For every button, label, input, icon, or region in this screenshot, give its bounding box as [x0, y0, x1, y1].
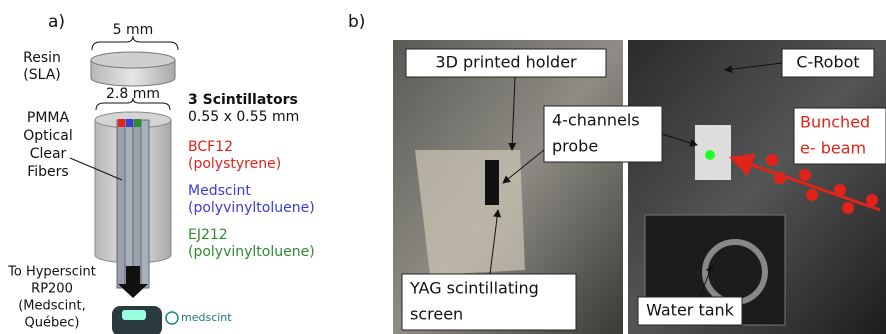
- scint-title: 3 Scintillators: [188, 92, 298, 108]
- resin-label: Resin: [23, 50, 61, 66]
- bunch: [834, 184, 846, 196]
- fiber-label: PMMA: [27, 110, 70, 126]
- scintillator-tip: [126, 119, 133, 127]
- callout-text: Bunched: [800, 113, 870, 132]
- readout-label: To Hyperscint: [7, 265, 96, 280]
- bunch: [766, 154, 778, 166]
- bunch: [799, 169, 811, 181]
- holder-shape: [415, 150, 525, 275]
- figure: a) 5 mm Resin (SLA) 2.8 mm medscint 3 Sc…: [0, 0, 886, 334]
- fiber: [117, 120, 125, 288]
- probe-shape: [485, 160, 499, 205]
- logo-icon: [166, 312, 178, 324]
- callout-text: e- beam: [800, 139, 866, 158]
- bunch: [806, 189, 818, 201]
- callout-text: Water tank: [646, 301, 735, 320]
- bunch: [774, 172, 786, 184]
- fiber-label: Optical: [23, 128, 72, 144]
- scint-material: (polyvinyltoluene): [188, 200, 315, 216]
- callout-text: C-Robot: [796, 53, 859, 72]
- scintillator-tip: [118, 119, 125, 127]
- fiber-label: Clear: [30, 146, 67, 162]
- glow: [705, 150, 715, 160]
- scint-material: (polystyrene): [188, 156, 281, 172]
- readout-label: Québec): [25, 316, 80, 331]
- callout-text: probe: [552, 137, 598, 156]
- fiber: [141, 120, 149, 288]
- scint-material: (polyvinyltoluene): [188, 244, 315, 260]
- fiber-label: Fibers: [27, 164, 68, 180]
- fibers: [117, 120, 149, 288]
- logo: medscint: [181, 311, 232, 324]
- resin-label: (SLA): [23, 67, 61, 83]
- resin-top: [91, 52, 175, 68]
- callout-text: 3D printed holder: [435, 53, 577, 72]
- readout-label: (Medscint,: [18, 299, 86, 314]
- page: a) 5 mm Resin (SLA) 2.8 mm medscint 3 Sc…: [0, 0, 886, 334]
- scint-name: Medscint: [188, 183, 251, 199]
- panel-label: b): [348, 12, 365, 32]
- scintillator-tip: [134, 119, 141, 127]
- scint-size: 0.55 x 0.55 mm: [188, 109, 299, 125]
- scint-name: BCF12: [188, 139, 233, 155]
- device-screen: [122, 310, 146, 320]
- callout-text: screen: [410, 305, 463, 324]
- dimension: 5 mm: [113, 22, 154, 38]
- bunch: [866, 194, 878, 206]
- bracket: [92, 36, 178, 50]
- bunch: [842, 202, 854, 214]
- callout-text: 4-channels: [552, 111, 640, 130]
- callout-text: YAG scintillating: [409, 279, 539, 298]
- fiber: [125, 120, 133, 288]
- fiber: [133, 120, 141, 288]
- readout-label: RP200: [31, 282, 73, 297]
- scint-name: EJ212: [188, 227, 228, 243]
- panel-label: a): [48, 12, 65, 32]
